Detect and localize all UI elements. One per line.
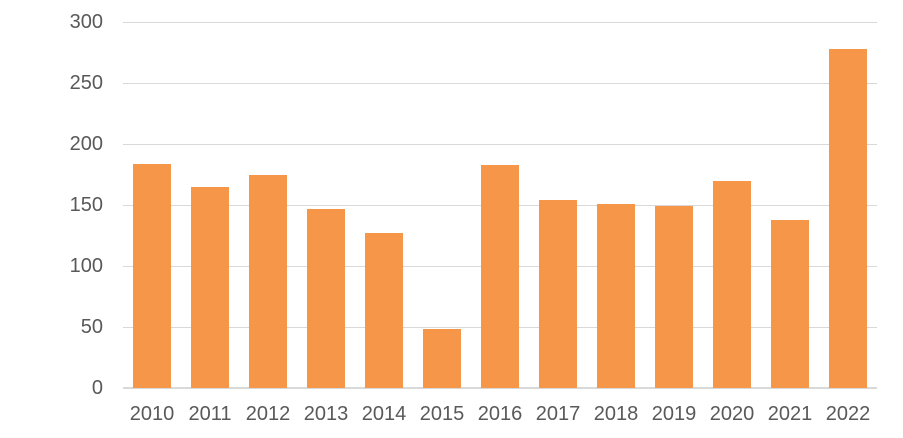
x-axis-category-label: 2019 [651, 403, 697, 425]
x-axis-category-label: 2015 [419, 403, 465, 425]
y-axis-tick-label: 150 [69, 194, 103, 216]
x-axis-category-label: 2017 [535, 403, 581, 425]
bar-2022[interactable] [829, 48, 867, 388]
bar-2019[interactable] [655, 206, 693, 388]
x-axis-category-label: 2014 [361, 403, 407, 425]
bar-2021[interactable] [771, 219, 809, 388]
bar-2017[interactable] [539, 200, 577, 388]
gridline [123, 22, 877, 23]
x-axis-category-label: 2020 [709, 403, 755, 425]
y-axis-tick-label: 50 [80, 316, 103, 338]
bar-2015[interactable] [423, 329, 461, 388]
bar-2014[interactable] [365, 233, 403, 388]
gridline [123, 83, 877, 84]
x-axis-category-label: 2012 [245, 403, 291, 425]
y-axis-tick-label: 100 [69, 255, 103, 277]
y-axis-tick-label: 200 [69, 133, 103, 155]
x-axis-line [123, 387, 877, 389]
y-axis-tick-label: 250 [69, 72, 103, 94]
y-axis-tick-label: 300 [69, 11, 103, 33]
x-axis-category-label: 2013 [303, 403, 349, 425]
x-axis-category-label: 2022 [825, 403, 871, 425]
x-axis-category-label: 2016 [477, 403, 523, 425]
bar-2018[interactable] [597, 203, 635, 388]
bar-2020[interactable] [713, 180, 751, 388]
x-axis-category-label: 2011 [188, 403, 232, 425]
bar-2010[interactable] [133, 163, 171, 388]
x-axis-category-label: 2010 [129, 403, 175, 425]
x-axis-category-label: 2018 [593, 403, 639, 425]
bar-2011[interactable] [191, 186, 229, 388]
bar-2012[interactable] [249, 174, 287, 388]
gridline [123, 144, 877, 145]
x-axis-category-label: 2021 [767, 403, 813, 425]
y-axis-tick-label: 0 [91, 377, 103, 399]
bar-2016[interactable] [481, 164, 519, 388]
bar-2013[interactable] [307, 208, 345, 388]
